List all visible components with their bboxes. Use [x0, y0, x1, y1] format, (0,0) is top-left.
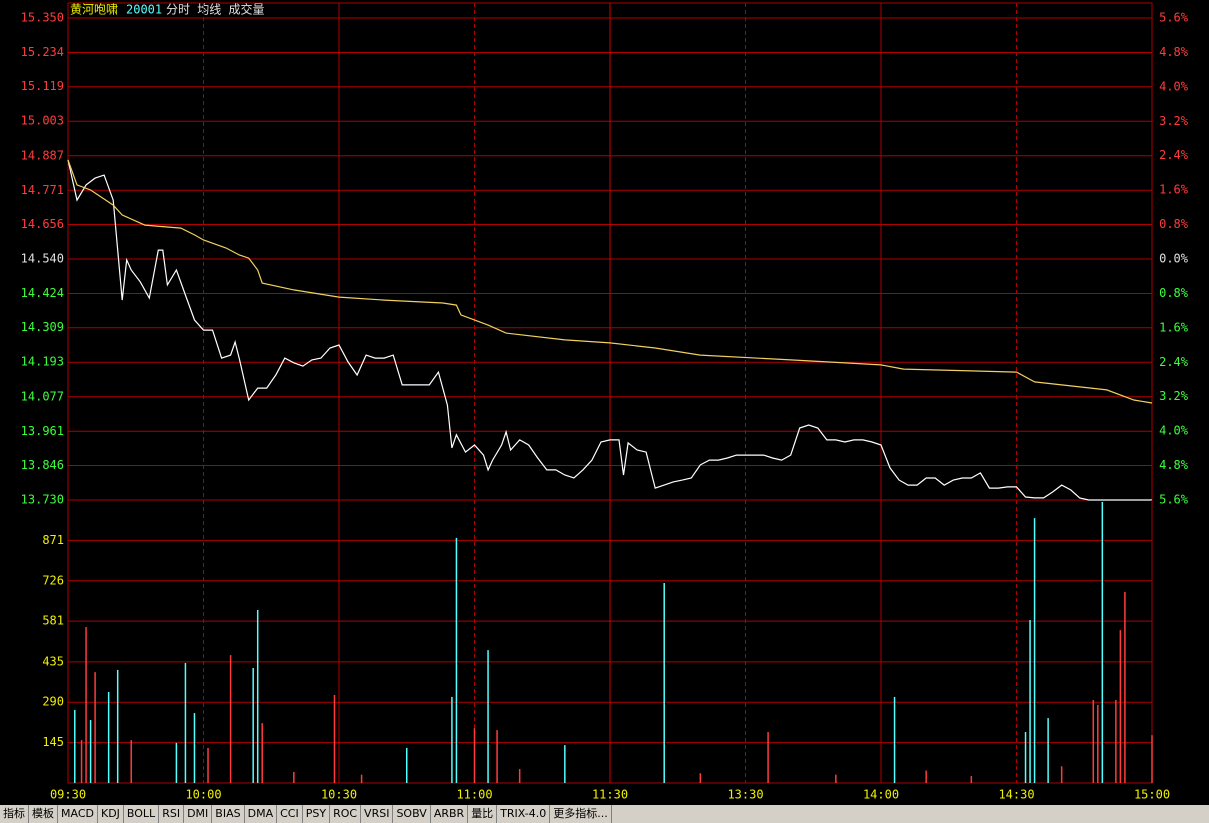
x-tick-label: 09:30 — [50, 788, 86, 802]
chart: 黄河咆啸 20001 分时 均线 成交量 15.350 15.234 15.119 1… — [0, 0, 1209, 805]
background — [0, 0, 1209, 805]
y2-tick-label: 0.8% — [1159, 217, 1189, 231]
x-tick-label: 11:00 — [456, 788, 492, 802]
y2-tick-label: 2.4% — [1159, 355, 1189, 369]
y2-tick-label: 3.2% — [1159, 389, 1189, 403]
y-tick-label: 14.424 — [21, 286, 64, 300]
toolbar-tab[interactable]: MACD — [58, 805, 98, 823]
toolbar-tab[interactable]: ROC — [330, 805, 362, 823]
toolbar-tab[interactable]: CCI — [277, 805, 303, 823]
y-tick-label: 14.656 — [21, 217, 64, 231]
y-tick-label: 15.119 — [21, 79, 64, 93]
y-tick-label: 14.309 — [21, 320, 64, 334]
y-tick-label: 14.077 — [21, 389, 64, 403]
y-tick-label: 13.961 — [21, 424, 64, 438]
y-tick-label: 290 — [42, 695, 64, 709]
x-tick-label: 10:00 — [185, 788, 221, 802]
x-tick-label: 13:30 — [727, 788, 763, 802]
y2-tick-label: 4.8% — [1159, 458, 1189, 472]
toolbar-tab[interactable]: ARBR — [431, 805, 469, 823]
y-tick-label: 726 — [42, 573, 64, 587]
chart-subtitle: 分时 均线 成交量 — [166, 2, 264, 17]
y2-tick-label: 5.6% — [1159, 11, 1189, 25]
y2-tick-label: 3.2% — [1159, 114, 1189, 128]
y2-tick-label: 5.6% — [1159, 493, 1189, 507]
price-line — [67, 159, 1152, 501]
y2-tick-label: 1.6% — [1159, 320, 1189, 334]
y-tick-label: 15.234 — [21, 45, 64, 59]
y-tick-label: 15.003 — [21, 114, 64, 128]
y-tick-label: 435 — [42, 654, 64, 668]
toolbar-tab[interactable]: 指标 — [0, 805, 29, 823]
toolbar-tab[interactable]: BOLL — [124, 805, 160, 823]
y-tick-label: 15.350 — [21, 11, 64, 25]
price-line — [67, 159, 1153, 404]
y2-tick-label: 4.8% — [1159, 45, 1189, 59]
toolbar-tab[interactable]: TRIX-4.0 — [497, 805, 551, 823]
y2-tick-label: 0.0% — [1159, 252, 1189, 266]
toolbar-tab[interactable]: DMA — [245, 805, 278, 823]
y-tick-label: 14.193 — [21, 355, 64, 369]
toolbar-tab[interactable]: BIAS — [212, 805, 245, 823]
x-tick-label: 15:00 — [1134, 788, 1170, 802]
x-tick-label: 14:00 — [863, 788, 899, 802]
y2-tick-label: 1.6% — [1159, 183, 1189, 197]
x-tick-label: 11:30 — [592, 788, 628, 802]
y-tick-label: 145 — [42, 735, 64, 749]
y-tick-label: 14.540 — [21, 252, 64, 266]
toolbar-tab[interactable]: KDJ — [98, 805, 124, 823]
y-tick-label: 13.846 — [21, 458, 64, 472]
toolbar-tab[interactable]: 更多指标... — [550, 805, 612, 823]
toolbar: 指标 模板 MACD KDJ BOLL RSI DMI BIAS DMA CCI PSY ROC VRS… — [0, 805, 1209, 823]
stock-code: 20001 — [126, 3, 162, 17]
y2-tick-label: 2.4% — [1159, 148, 1189, 162]
y-tick-label: 14.887 — [21, 148, 64, 162]
x-tick-label: 14:30 — [998, 788, 1034, 802]
chart-title: 黄河咆啸 — [70, 2, 118, 17]
toolbar-tab[interactable]: RSI — [159, 805, 185, 823]
toolbar-tab[interactable]: 量比 — [468, 805, 498, 823]
y-tick-label: 13.730 — [21, 493, 64, 507]
toolbar-tab[interactable]: DMI — [184, 805, 213, 823]
y-tick-label: 581 — [42, 614, 64, 628]
toolbar-tab[interactable]: PSY — [303, 805, 331, 823]
x-tick-label: 10:30 — [321, 788, 357, 802]
y2-tick-label: 4.0% — [1159, 79, 1189, 93]
toolbar-tab[interactable]: 模板 — [29, 805, 58, 823]
y-tick-label: 871 — [42, 533, 64, 547]
y-tick-label: 14.771 — [21, 183, 64, 197]
y2-tick-label: 4.0% — [1159, 424, 1189, 438]
y2-tick-label: 0.8% — [1159, 286, 1189, 300]
toolbar-tab[interactable]: SOBV — [393, 805, 431, 823]
toolbar-tab[interactable]: VRSI — [361, 805, 394, 823]
